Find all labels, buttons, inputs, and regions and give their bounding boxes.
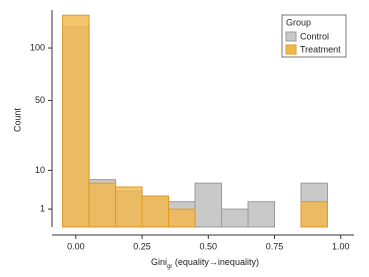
legend-title: Group xyxy=(286,17,311,27)
x-tick-label: 0.50 xyxy=(200,241,218,251)
histogram-bar xyxy=(247,201,276,228)
histogram-bar xyxy=(88,182,117,228)
y-tick-label: 1 xyxy=(40,203,45,213)
histogram-bar xyxy=(141,195,170,228)
y-tick-label: 100 xyxy=(30,42,45,52)
y-tick-label: 50 xyxy=(35,95,45,105)
x-label-main: Gini xyxy=(151,257,167,267)
legend-label: Treatment xyxy=(300,44,341,54)
legend-swatch xyxy=(285,44,297,55)
histogram-bar xyxy=(62,14,90,228)
x-tick-label: 1.00 xyxy=(332,241,350,251)
histogram-bar xyxy=(115,186,143,228)
legend-swatch xyxy=(285,31,297,42)
histogram-bar xyxy=(221,208,249,228)
legend-label: Control xyxy=(300,31,329,41)
x-axis-label: Ginigr (equality→inequality) xyxy=(151,257,259,269)
histogram-bar xyxy=(168,208,196,228)
histogram-bar xyxy=(194,182,223,228)
x-tick-label: 0.00 xyxy=(67,241,85,251)
x-label-subscript: gr xyxy=(167,264,172,270)
y-axis-label: Count xyxy=(12,108,22,133)
y-tick-label: 10 xyxy=(35,165,45,175)
x-label-suffix: (equality→inequality) xyxy=(172,257,259,267)
histogram-bar xyxy=(300,201,329,228)
x-tick-label: 0.75 xyxy=(266,241,284,251)
x-tick-label: 0.25 xyxy=(133,241,151,251)
